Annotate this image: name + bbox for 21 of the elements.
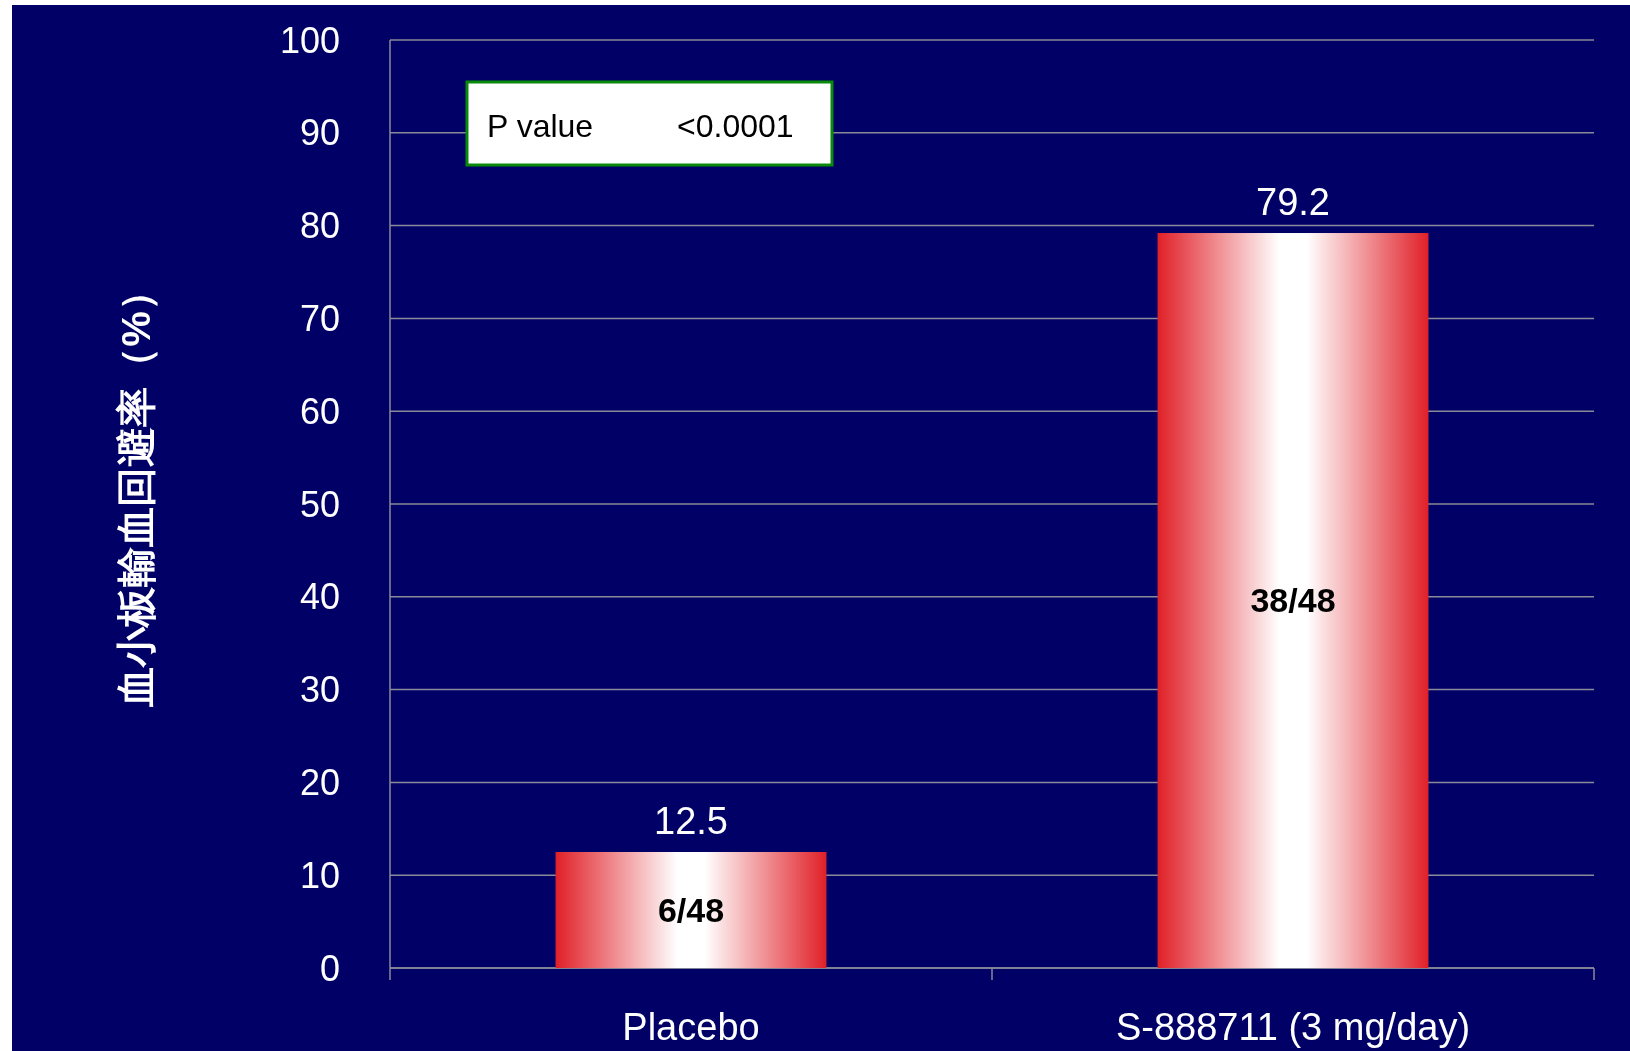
- y-tick-label: 70: [299, 298, 340, 339]
- y-tick-label: 40: [299, 576, 340, 618]
- y-tick-label: 100: [279, 19, 340, 61]
- y-tick-label: 90: [299, 112, 340, 154]
- y-tick-label: 50: [299, 483, 340, 525]
- y-axis-title: 血小板輸血回避率（%）: [114, 271, 158, 708]
- annotation: P value: [487, 108, 594, 145]
- annotation: <0.0001: [677, 108, 794, 145]
- data-label: 79.2: [1256, 181, 1330, 224]
- label-box: P value <0.0001: [465, 80, 834, 167]
- x-tick-label: Placebo: [622, 1006, 760, 1048]
- y-tick-label: 10: [299, 854, 340, 896]
- y-tick-label: 20: [299, 762, 340, 803]
- y-tick-label: 0: [319, 947, 340, 989]
- y-tick-label: 60: [299, 390, 340, 432]
- annotation: 6/48: [657, 890, 725, 929]
- y-tick-label: 30: [299, 669, 340, 711]
- y-tick-label: 80: [299, 205, 340, 247]
- x-tick-label: S-888711 (3 mg/day): [1115, 1006, 1471, 1048]
- annotation: 38/48: [1250, 581, 1336, 620]
- data-label: 12.5: [654, 800, 728, 842]
